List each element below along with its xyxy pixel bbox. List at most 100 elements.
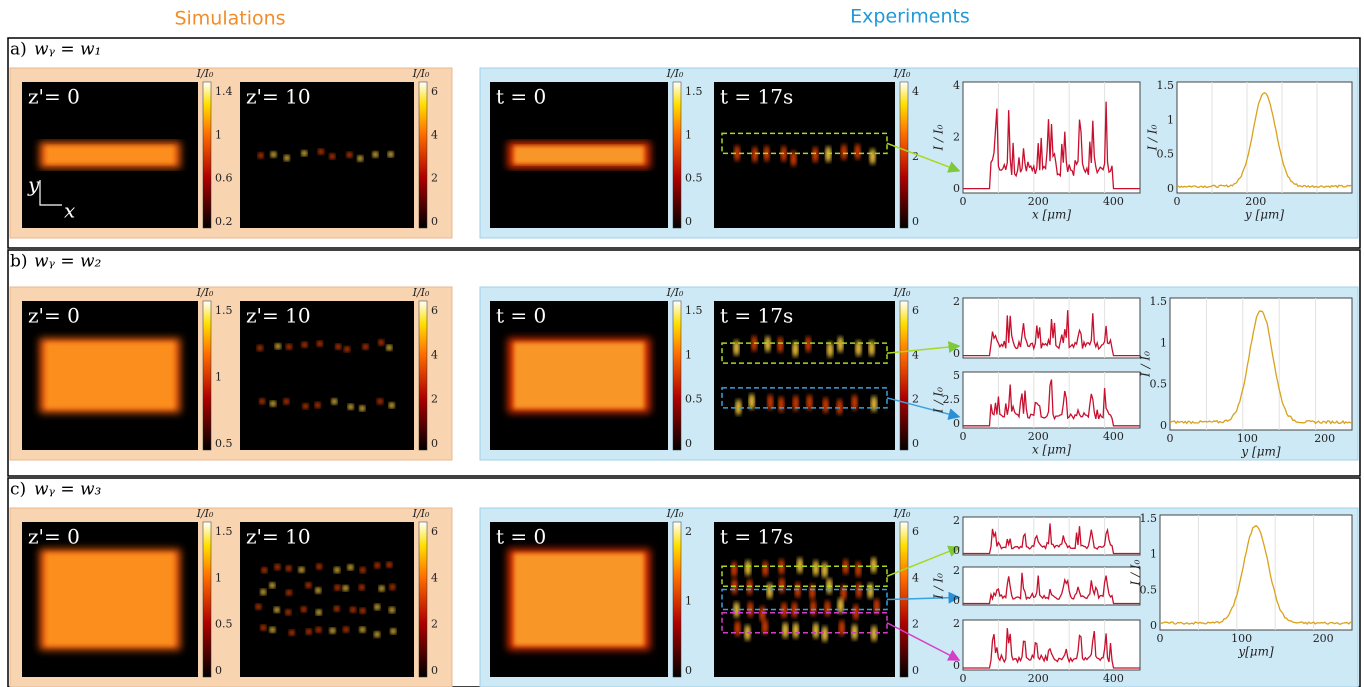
axis-hint-y: y	[27, 173, 40, 197]
speckle	[389, 607, 395, 613]
plot-xtick: 200	[1028, 430, 1049, 443]
speckle	[805, 336, 811, 352]
speckle	[867, 583, 873, 599]
colorbar-title: I/I₀	[412, 67, 430, 80]
colorbar-tick: 2	[431, 618, 438, 631]
plot-ytick: 1	[1167, 113, 1174, 126]
speckle	[778, 396, 784, 412]
plot-xtick: 0	[1174, 195, 1181, 208]
colorbar-tick: 0	[685, 215, 692, 228]
row-label: b)	[10, 252, 28, 272]
colorbar-title: I/I₀	[412, 507, 430, 520]
speckle	[388, 151, 394, 157]
colorbar-tick: 0	[215, 664, 222, 677]
panel-label: t = 0	[496, 85, 546, 109]
plot-area	[1170, 298, 1352, 430]
speckle	[285, 609, 291, 615]
speckle	[871, 557, 877, 573]
speckle	[260, 589, 266, 595]
header-simulations: Simulations	[174, 8, 285, 30]
plot-xtick: 200	[1313, 632, 1334, 645]
row-condition: wᵧ = w₁	[34, 40, 101, 60]
speckle	[302, 403, 308, 409]
speckle	[386, 562, 392, 568]
speckle	[344, 346, 350, 352]
speckle	[379, 585, 385, 591]
colorbar	[203, 301, 211, 450]
speckle	[372, 152, 378, 158]
plot-ytick: 2	[953, 295, 960, 308]
plot-xtick: 400	[1103, 672, 1124, 685]
colorbar-tick: 6	[431, 304, 438, 317]
speckle	[343, 585, 349, 591]
colorbar-tick: 6	[431, 85, 438, 98]
row-label: c)	[10, 480, 26, 500]
colorbar-tick: 2	[431, 172, 438, 185]
plot-xtick: 0	[960, 430, 967, 443]
plot-ytick: 0	[953, 659, 960, 672]
colorbar-title: I/I₀	[666, 67, 684, 80]
speckle	[286, 590, 292, 596]
speckle	[360, 608, 366, 614]
speckle	[316, 564, 322, 570]
plot-area	[963, 620, 1140, 670]
speckle	[347, 564, 353, 570]
colorbar-tick: 0.6	[215, 172, 233, 185]
plot-ylabel: I / I₀	[1146, 124, 1160, 151]
header-experiments: Experiments	[850, 6, 970, 28]
speckle	[870, 148, 876, 164]
row-condition: wᵧ = w₂	[34, 252, 102, 272]
speckle	[797, 557, 803, 573]
speckle	[360, 567, 366, 573]
colorbar-title: I/I₀	[893, 286, 911, 299]
speckle	[855, 144, 861, 160]
plot-ytick: 2	[953, 564, 960, 577]
colorbar-tick: 1.5	[685, 304, 703, 317]
plot-ylabel: I / I₀	[932, 387, 946, 414]
speckle	[813, 623, 819, 639]
plot-ylabel: I / I₀	[932, 573, 946, 600]
speckle	[777, 337, 783, 353]
speckle	[812, 147, 818, 163]
speckle	[838, 598, 844, 614]
colorbar	[673, 82, 681, 228]
speckle	[871, 396, 877, 412]
colorbar-tick: 6	[912, 304, 919, 317]
plot-xlabel: y [μm]	[1244, 208, 1284, 222]
speckle	[823, 397, 829, 413]
speckle	[386, 345, 392, 351]
plot-xtick: 400	[1103, 430, 1124, 443]
panel-label: t = 17s	[720, 525, 793, 549]
speckle	[825, 146, 831, 162]
speckle	[315, 587, 321, 593]
speckle	[841, 144, 847, 160]
colorbar-title: I/I₀	[666, 286, 684, 299]
plot-ylabel: I / I₀	[932, 124, 946, 151]
plot-ytick: 2	[953, 514, 960, 527]
speckle	[782, 622, 788, 638]
speckle	[316, 627, 322, 633]
beam-core	[46, 146, 175, 164]
panel-label: z'= 0	[28, 525, 80, 549]
colorbar-tick: 2	[912, 618, 919, 631]
speckle	[855, 561, 861, 577]
colorbar	[203, 522, 211, 677]
speckle	[377, 398, 383, 404]
speckle	[839, 620, 845, 636]
plot-ytick: 1	[1160, 336, 1167, 349]
colorbar-tick: 2	[685, 525, 692, 538]
colorbar-tick: 1.5	[215, 304, 233, 317]
speckle	[289, 630, 295, 636]
speckle	[874, 598, 880, 614]
colorbar-title: I/I₀	[666, 507, 684, 520]
row-label: a)	[10, 40, 27, 60]
colorbar-tick: 1.4	[215, 85, 233, 98]
speckle	[856, 582, 862, 598]
colorbar-tick: 0	[431, 437, 438, 450]
plot-ylabel: I / I₀	[1129, 559, 1143, 586]
speckle	[793, 622, 799, 638]
colorbar-tick: 0	[912, 437, 919, 450]
speckle	[837, 336, 843, 352]
speckle	[762, 561, 768, 577]
speckle	[305, 582, 311, 588]
